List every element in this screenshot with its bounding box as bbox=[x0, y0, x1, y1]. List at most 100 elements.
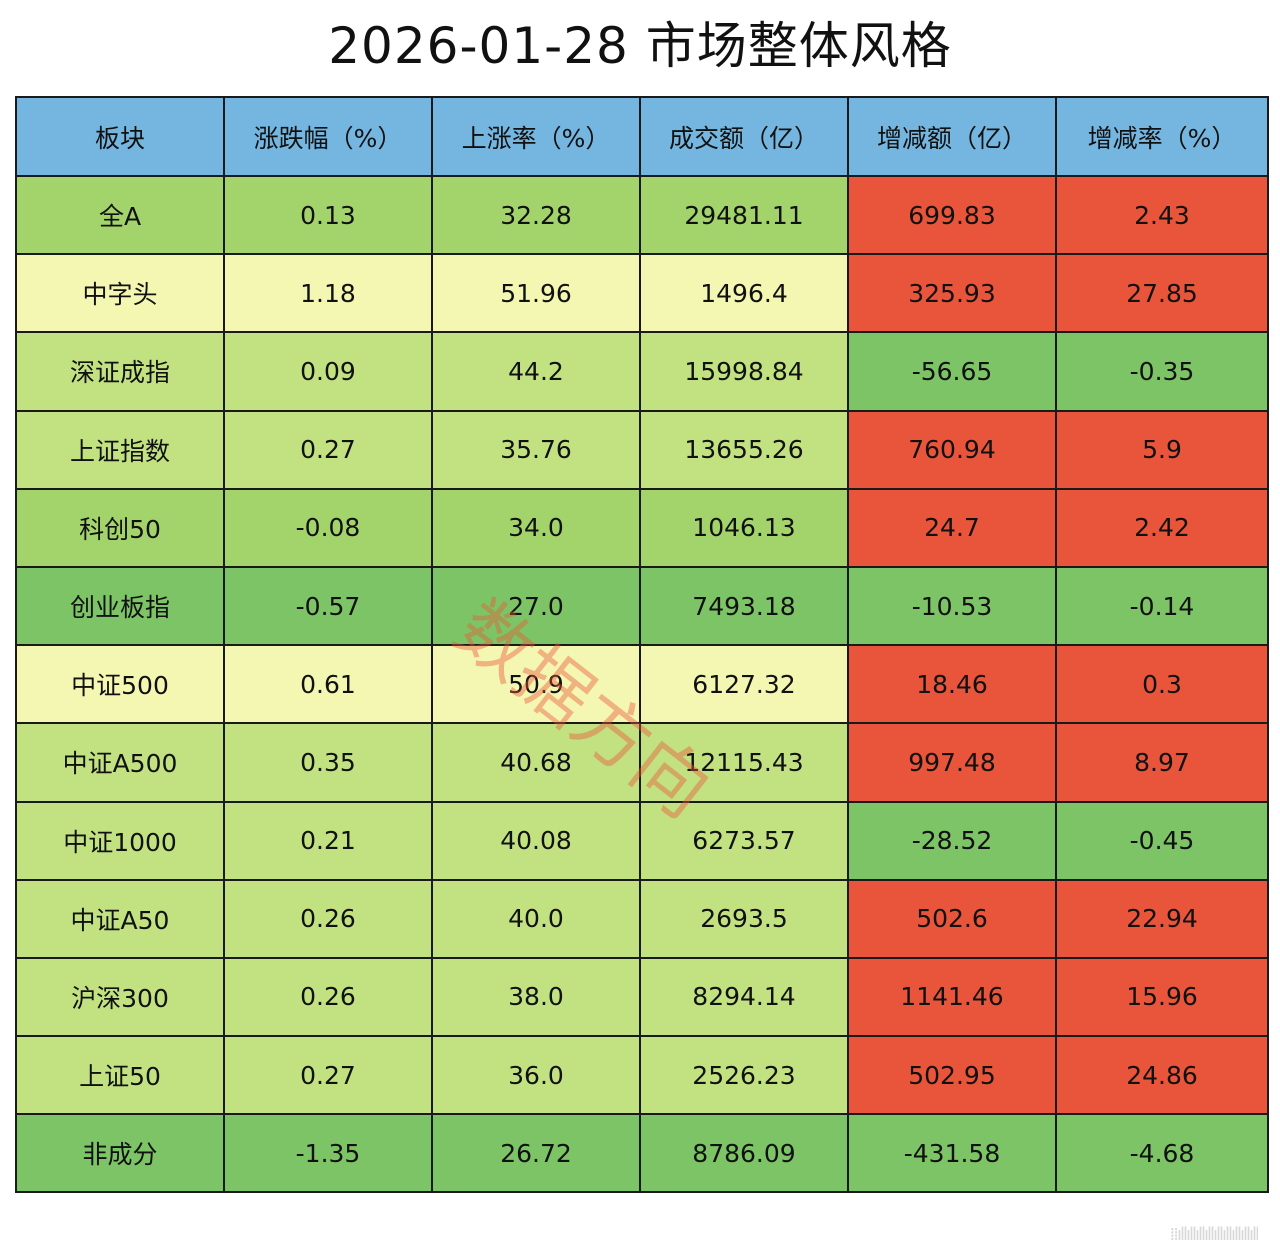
value-cell: 5.9 bbox=[1055, 409, 1269, 490]
value-cell: 34.0 bbox=[431, 487, 641, 568]
value-cell: 40.08 bbox=[431, 800, 641, 881]
value-cell: 18.46 bbox=[847, 644, 1057, 725]
value-cell: 0.26 bbox=[223, 878, 433, 959]
value-cell: 0.35 bbox=[223, 722, 433, 803]
sector-name-cell: 中证A500 bbox=[15, 722, 225, 803]
column-header: 增减额（亿） bbox=[847, 96, 1057, 177]
value-cell: 2.43 bbox=[1055, 174, 1269, 256]
value-cell: 44.2 bbox=[431, 331, 641, 412]
value-cell: 1046.13 bbox=[639, 487, 849, 568]
value-cell: -1.35 bbox=[223, 1113, 433, 1194]
value-cell: 502.6 bbox=[847, 878, 1057, 959]
value-cell: -0.14 bbox=[1055, 565, 1269, 647]
value-cell: 51.96 bbox=[431, 253, 641, 334]
sector-name-cell: 中证A50 bbox=[15, 878, 225, 959]
value-cell: 36.0 bbox=[431, 1035, 641, 1116]
value-cell: 40.0 bbox=[431, 878, 641, 959]
page-title: 2026-01-28 市场整体风格 bbox=[328, 17, 952, 75]
value-cell: 2693.5 bbox=[639, 878, 849, 959]
value-cell: 6127.32 bbox=[639, 644, 849, 725]
value-cell: 13655.26 bbox=[639, 409, 849, 490]
value-cell: 8294.14 bbox=[639, 956, 849, 1038]
table-row: 中证1000 0.21 40.08 6273.57 -28.52 -0.45 bbox=[15, 800, 1269, 881]
value-cell: 0.21 bbox=[223, 800, 433, 881]
value-cell: 50.9 bbox=[431, 644, 641, 725]
value-cell: -56.65 bbox=[847, 331, 1057, 412]
sector-name-cell: 中证1000 bbox=[15, 800, 225, 881]
sector-name-cell: 上证50 bbox=[15, 1035, 225, 1116]
value-cell: 2.42 bbox=[1055, 487, 1269, 568]
value-cell: 38.0 bbox=[431, 956, 641, 1038]
column-header: 增减率（%） bbox=[1055, 96, 1269, 177]
table-row: 创业板指 -0.57 27.0 7493.18 -10.53 -0.14 bbox=[15, 565, 1269, 647]
value-cell: -4.68 bbox=[1055, 1113, 1269, 1194]
value-cell: 325.93 bbox=[847, 253, 1057, 334]
value-cell: 1141.46 bbox=[847, 956, 1057, 1038]
value-cell: 0.61 bbox=[223, 644, 433, 725]
table-body: 板块 涨跌幅（%） 上涨率（%） 成交额（亿） 增减额（亿） 增减率（%） 全A 0.13 32… bbox=[15, 96, 1269, 1194]
value-cell: 0.09 bbox=[223, 331, 433, 412]
column-header: 板块 bbox=[15, 96, 225, 177]
value-cell: 12115.43 bbox=[639, 722, 849, 803]
sector-name-cell: 非成分 bbox=[15, 1113, 225, 1194]
value-cell: 7493.18 bbox=[639, 565, 849, 647]
footer-watermark: ⁞⁞ıllıllıllıllıllıllıllıllıll bbox=[1169, 1224, 1258, 1245]
value-cell: 1496.4 bbox=[639, 253, 849, 334]
column-header: 成交额（亿） bbox=[639, 96, 849, 177]
value-cell: 0.27 bbox=[223, 1035, 433, 1116]
sector-name-cell: 深证成指 bbox=[15, 331, 225, 412]
value-cell: -0.35 bbox=[1055, 331, 1269, 412]
value-cell: -0.57 bbox=[223, 565, 433, 647]
sector-name-cell: 上证指数 bbox=[15, 409, 225, 490]
value-cell: 1.18 bbox=[223, 253, 433, 334]
value-cell: -0.45 bbox=[1055, 800, 1269, 881]
value-cell: 0.26 bbox=[223, 956, 433, 1038]
sector-name-cell: 沪深300 bbox=[15, 956, 225, 1038]
table-row: 深证成指 0.09 44.2 15998.84 -56.65 -0.35 bbox=[15, 331, 1269, 412]
value-cell: 997.48 bbox=[847, 722, 1057, 803]
table-row: 非成分 -1.35 26.72 8786.09 -431.58 -4.68 bbox=[15, 1113, 1269, 1194]
value-cell: 760.94 bbox=[847, 409, 1057, 490]
value-cell: 2526.23 bbox=[639, 1035, 849, 1116]
value-cell: 35.76 bbox=[431, 409, 641, 490]
table-row: 中证A500 0.35 40.68 12115.43 997.48 8.97 bbox=[15, 722, 1269, 803]
column-header: 涨跌幅（%） bbox=[223, 96, 433, 177]
sector-name-cell: 科创50 bbox=[15, 487, 225, 568]
table-row: 全A 0.13 32.28 29481.11 699.83 2.43 bbox=[15, 174, 1269, 256]
table-row: 科创50 -0.08 34.0 1046.13 24.7 2.42 bbox=[15, 487, 1269, 568]
value-cell: -28.52 bbox=[847, 800, 1057, 881]
table-row: 中证500 0.61 50.9 6127.32 18.46 0.3 bbox=[15, 644, 1269, 725]
value-cell: 32.28 bbox=[431, 174, 641, 256]
header-row: 板块 涨跌幅（%） 上涨率（%） 成交额（亿） 增减额（亿） 增减率（%） bbox=[15, 96, 1269, 177]
value-cell: -431.58 bbox=[847, 1113, 1057, 1194]
sector-name-cell: 中字头 bbox=[15, 253, 225, 334]
value-cell: 502.95 bbox=[847, 1035, 1057, 1116]
value-cell: 0.3 bbox=[1055, 644, 1269, 725]
sector-name-cell: 创业板指 bbox=[15, 565, 225, 647]
table-row: 上证50 0.27 36.0 2526.23 502.95 24.86 bbox=[15, 1035, 1269, 1116]
value-cell: 15.96 bbox=[1055, 956, 1269, 1038]
value-cell: -10.53 bbox=[847, 565, 1057, 647]
market-style-table: 板块 涨跌幅（%） 上涨率（%） 成交额（亿） 增减额（亿） 增减率（%） 全A 0.13 32… bbox=[15, 96, 1269, 1194]
value-cell: 26.72 bbox=[431, 1113, 641, 1194]
value-cell: 40.68 bbox=[431, 722, 641, 803]
value-cell: 0.13 bbox=[223, 174, 433, 256]
value-cell: 699.83 bbox=[847, 174, 1057, 256]
column-header: 上涨率（%） bbox=[431, 96, 641, 177]
table-row: 中字头 1.18 51.96 1496.4 325.93 27.85 bbox=[15, 253, 1269, 334]
value-cell: 22.94 bbox=[1055, 878, 1269, 959]
value-cell: 6273.57 bbox=[639, 800, 849, 881]
value-cell: 8.97 bbox=[1055, 722, 1269, 803]
value-cell: 24.86 bbox=[1055, 1035, 1269, 1116]
value-cell: 0.27 bbox=[223, 409, 433, 490]
value-cell: 27.85 bbox=[1055, 253, 1269, 334]
sector-name-cell: 全A bbox=[15, 174, 225, 256]
value-cell: 15998.84 bbox=[639, 331, 849, 412]
table-row: 上证指数 0.27 35.76 13655.26 760.94 5.9 bbox=[15, 409, 1269, 490]
value-cell: 24.7 bbox=[847, 487, 1057, 568]
value-cell: 29481.11 bbox=[639, 174, 849, 256]
table-row: 沪深300 0.26 38.0 8294.14 1141.46 15.96 bbox=[15, 956, 1269, 1038]
value-cell: 8786.09 bbox=[639, 1113, 849, 1194]
table-row: 中证A50 0.26 40.0 2693.5 502.6 22.94 bbox=[15, 878, 1269, 959]
value-cell: -0.08 bbox=[223, 487, 433, 568]
